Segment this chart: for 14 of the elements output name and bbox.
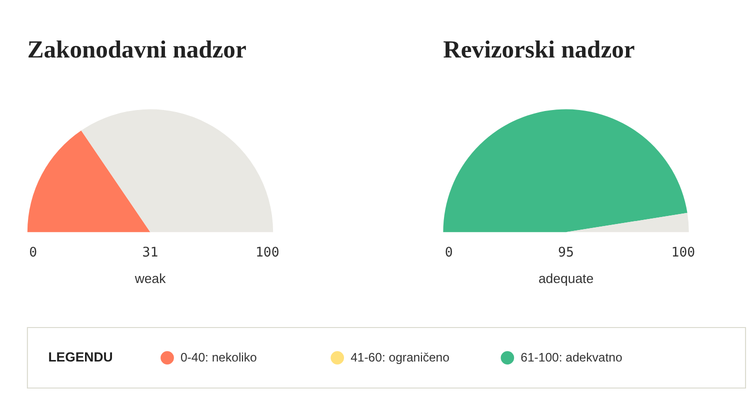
text: 100 — [255, 246, 280, 261]
text: adequate — [538, 271, 594, 286]
text: 31 — [142, 246, 158, 261]
text: weak — [134, 271, 166, 286]
chart-title: Zakonodavni nadzor — [27, 36, 246, 64]
text: 100 — [671, 246, 696, 261]
text: 0 — [444, 246, 453, 261]
chart-title: Revizorski nadzor — [443, 36, 635, 64]
category-label: 41-60: ograničeno — [350, 350, 450, 365]
legend-title: LEGENDU — [48, 350, 113, 365]
category-label: 61-100: adekvatno — [520, 350, 622, 365]
category-label: 0-40: nekoliko — [180, 350, 258, 365]
text: 95 — [558, 246, 574, 261]
text: 0 — [29, 246, 38, 261]
